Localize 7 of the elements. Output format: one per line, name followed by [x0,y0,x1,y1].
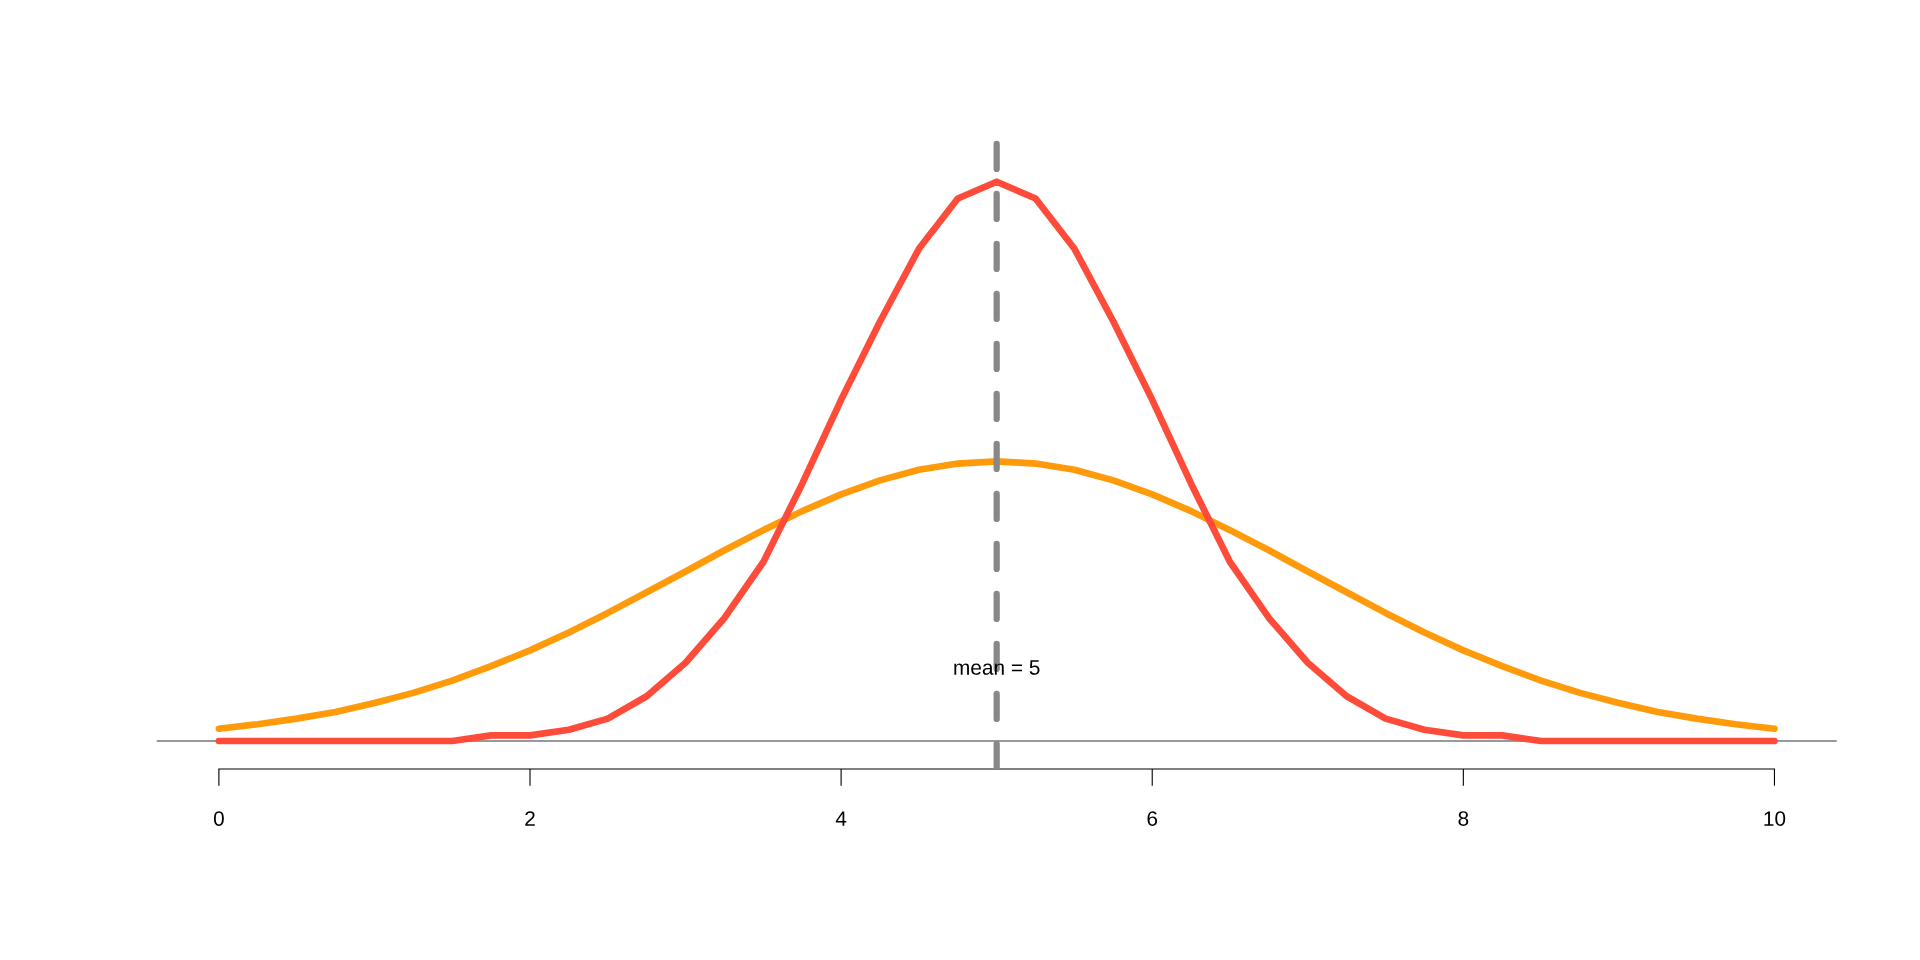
ref-line-label: mean = 5 [954,660,1040,675]
x-tick-label: 4 [835,811,847,826]
x-tick-label: 0 [213,811,224,826]
x-tick-label: 6 [1147,811,1158,826]
x-tick-label: 10 [1764,811,1786,826]
x-tick-label: 2 [525,811,535,826]
x-tick-label: 8 [1458,811,1469,826]
